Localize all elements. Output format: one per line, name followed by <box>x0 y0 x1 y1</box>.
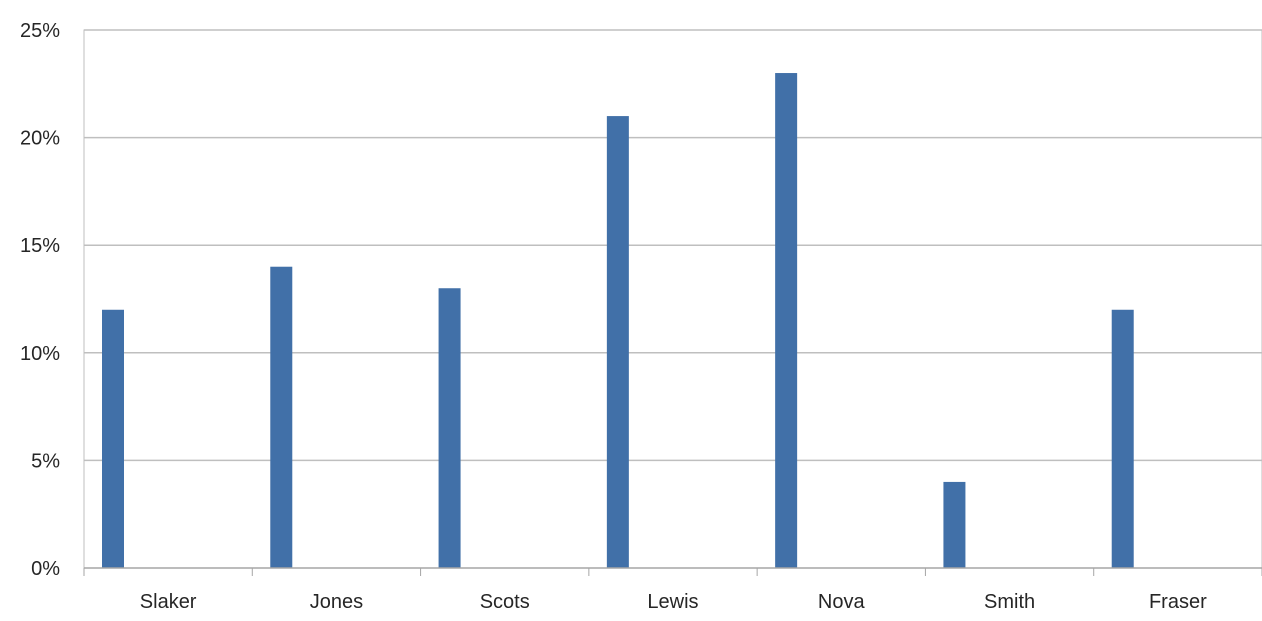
bar-slaker <box>102 309 124 568</box>
y-tick-labels: 0% 5% 10% 15% 20% 25% <box>20 20 60 580</box>
y-tick-label: 0% <box>31 558 60 580</box>
axes <box>83 567 1262 576</box>
y-tick-label: 15% <box>20 235 60 257</box>
x-tick-label: Lewis <box>647 591 698 613</box>
bar-fraser <box>1111 309 1134 568</box>
bar-scots <box>438 288 461 568</box>
x-tick-label: Slaker <box>140 591 197 613</box>
plot-area-border <box>83 29 1262 569</box>
y-tick-label: 10% <box>20 343 60 365</box>
y-tick-label: 20% <box>20 128 60 150</box>
x-tick-label: Scots <box>480 591 530 613</box>
bar-lewis <box>606 116 629 568</box>
bar-smith <box>943 481 966 568</box>
x-tick-label: Nova <box>818 591 866 613</box>
x-tick-label: Smith <box>984 591 1035 613</box>
x-tick-label: Fraser <box>1149 591 1207 613</box>
bar-nova <box>775 73 798 568</box>
x-tick-label: Jones <box>310 591 363 613</box>
bar-jones <box>270 266 293 568</box>
y-tick-label: 25% <box>20 20 60 42</box>
y-tick-label: 5% <box>31 450 60 472</box>
x-tick-labels: Slaker Jones Scots Lewis Nova Smith Fraser <box>140 591 1207 613</box>
bars <box>102 73 1134 568</box>
